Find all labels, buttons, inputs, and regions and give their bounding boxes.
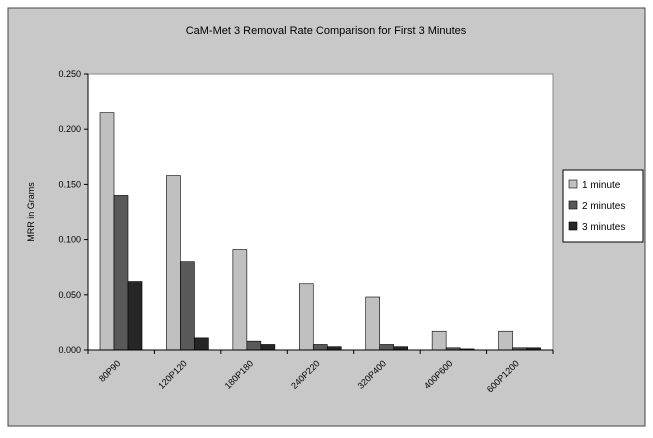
y-tick-label: 0.100 <box>58 235 81 245</box>
legend-swatch <box>568 179 578 189</box>
legend-swatch <box>568 221 578 231</box>
y-axis-label: MRR in Grams <box>26 182 36 242</box>
bar-2-minutes-120P120 <box>180 261 195 351</box>
bar-3-minutes-120P120 <box>194 337 209 351</box>
bar-1-minute-120P120 <box>166 175 181 351</box>
bar-1-minute-320P400 <box>365 296 381 351</box>
bar-2-minutes-240P220 <box>312 344 328 351</box>
bar-2-minutes-180P180 <box>246 340 262 351</box>
plot-area <box>87 73 554 351</box>
bar-series-group <box>99 112 541 351</box>
legend-label: 1 minute <box>582 180 621 191</box>
bar-2-minutes-80P90 <box>113 195 129 351</box>
y-tick-label: 0.200 <box>58 124 81 134</box>
bar-2-minutes-320P400 <box>379 344 395 351</box>
y-tick-label: 0.250 <box>58 69 81 79</box>
legend-swatch <box>568 200 578 210</box>
bar-1-minute-600P1200 <box>498 330 513 351</box>
bar-1-minute-180P180 <box>232 249 248 351</box>
legend-label: 2 minutes <box>582 201 625 212</box>
y-axis-ticks: 0.000 0.050 0.100 0.150 0.200 0.250 <box>58 69 88 355</box>
bar-1-minute-240P220 <box>298 283 314 351</box>
y-tick-label: 0.000 <box>58 345 81 355</box>
y-tick-label: 0.050 <box>58 290 81 300</box>
chart-title: CaM-Met 3 Removal Rate Comparison for Fi… <box>186 25 467 37</box>
bar-3-minutes-80P90 <box>127 281 143 351</box>
bar-1-minute-80P90 <box>99 112 115 351</box>
legend: 1 minute 2 minutes 3 minutes <box>562 169 644 243</box>
bar-3-minutes-180P180 <box>260 344 276 351</box>
bar-1-minute-400P600 <box>431 330 447 351</box>
legend-label: 3 minutes <box>582 222 625 233</box>
y-tick-label: 0.150 <box>58 179 81 189</box>
